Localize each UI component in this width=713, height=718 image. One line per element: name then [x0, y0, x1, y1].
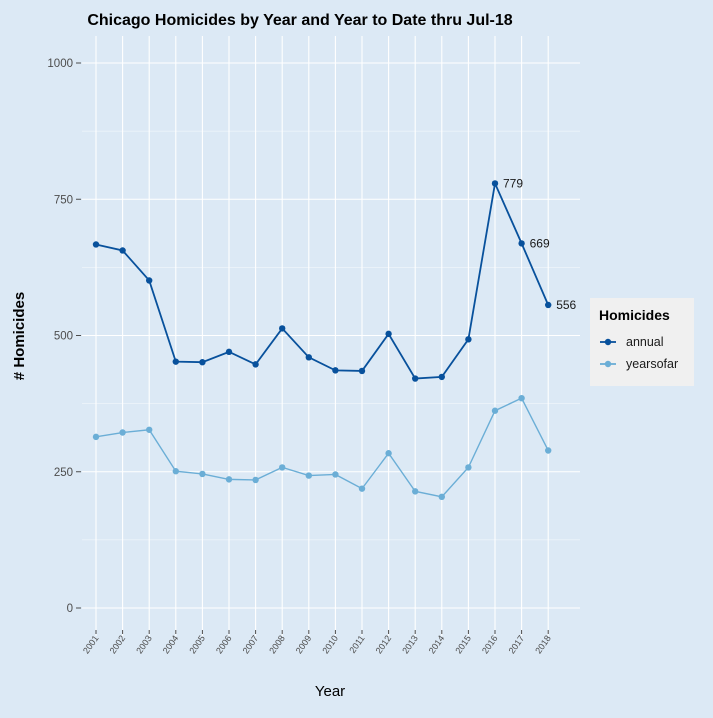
legend-label-annual: annual [626, 335, 664, 349]
data-point-yearsofar [358, 485, 366, 492]
x-tick-label: 2003 [134, 633, 154, 655]
legend: Homicides annual yearsofar [590, 298, 694, 386]
data-point-yearsofar [491, 407, 499, 414]
x-tick-label: 2001 [81, 633, 101, 655]
legend-key-point-annual [604, 338, 612, 346]
data-point-yearsofar [225, 476, 233, 483]
data-point-yearsofar [518, 394, 525, 402]
data-label: 669 [530, 236, 550, 250]
legend-key-point-yearsofar [604, 360, 612, 368]
data-point-annual [491, 180, 499, 187]
y-tick-label: 750 [54, 194, 73, 206]
data-point-annual [279, 325, 286, 332]
y-tick-label: 0 [67, 603, 73, 615]
data-point-annual [119, 247, 126, 254]
x-tick-label: 2002 [108, 633, 128, 655]
data-point-yearsofar [252, 476, 259, 484]
x-axis: 2001 2002 2003 2004 2005 2006 2007 2008 2009 2010… [81, 630, 553, 656]
data-point-yearsofar [412, 488, 419, 495]
data-point-yearsofar [199, 470, 206, 478]
x-tick-label: 2010 [320, 633, 340, 655]
data-point-yearsofar [332, 471, 339, 478]
data-point-annual [146, 277, 153, 284]
y-axis: 0 250 500 750 1000 [47, 58, 81, 615]
data-point-yearsofar [545, 447, 552, 454]
data-point-annual [545, 301, 552, 309]
data-point-yearsofar [172, 468, 179, 475]
data-point-yearsofar [465, 464, 472, 471]
x-tick-label: 2018 [533, 633, 553, 655]
data-point-annual [358, 367, 366, 375]
y-axis-title: # Homicides [11, 292, 28, 380]
grid-lines [82, 36, 580, 636]
x-tick-label: 2012 [374, 633, 394, 655]
x-tick-label: 2011 [347, 633, 366, 655]
x-tick-label: 2004 [161, 633, 181, 655]
x-tick-label: 2006 [214, 633, 234, 655]
series-line-yearsofar [95, 397, 549, 498]
data-point-yearsofar [385, 450, 392, 457]
data-point-annual [332, 367, 339, 374]
data-point-annual [172, 358, 179, 365]
data-point-yearsofar [119, 429, 126, 436]
x-axis-title: Year [315, 683, 345, 700]
data-label: 779 [503, 176, 523, 190]
x-tick-label: 2009 [294, 633, 314, 655]
data-point-annual [252, 361, 259, 368]
data-point-annual [385, 330, 392, 338]
data-point-annual [305, 354, 312, 361]
data-point-annual [412, 375, 419, 382]
y-tick-label: 500 [54, 331, 73, 343]
x-tick-label: 2017 [507, 633, 527, 655]
data-point-yearsofar [92, 433, 100, 441]
x-tick-label: 2005 [187, 633, 207, 655]
data-point-yearsofar [438, 493, 445, 501]
data-point-yearsofar [146, 426, 153, 433]
x-tick-label: 2007 [241, 633, 261, 655]
data-point-annual [465, 336, 472, 343]
data-point-yearsofar [279, 464, 286, 471]
data-point-annual [225, 348, 233, 356]
data-point-yearsofar [305, 472, 312, 479]
x-tick-label: 2016 [480, 633, 500, 655]
data-point-annual [438, 373, 445, 381]
y-tick-label: 250 [54, 467, 73, 479]
data-point-annual [92, 241, 100, 248]
series-group [92, 180, 552, 501]
x-tick-label: 2013 [400, 633, 420, 655]
data-point-annual [199, 359, 206, 366]
legend-title: Homicides [599, 307, 670, 323]
x-tick-label: 2014 [427, 633, 447, 655]
data-labels: 779 669 556 [503, 176, 577, 312]
series-line-annual [95, 180, 550, 380]
data-point-annual [518, 240, 525, 247]
y-tick-label: 1000 [47, 58, 73, 70]
chart-title: Chicago Homicides by Year and Year to Da… [87, 12, 512, 29]
legend-label-yearsofar: yearsofar [626, 357, 678, 371]
x-tick-label: 2008 [267, 633, 287, 655]
data-label: 556 [556, 298, 576, 312]
x-tick-label: 2015 [453, 633, 473, 655]
